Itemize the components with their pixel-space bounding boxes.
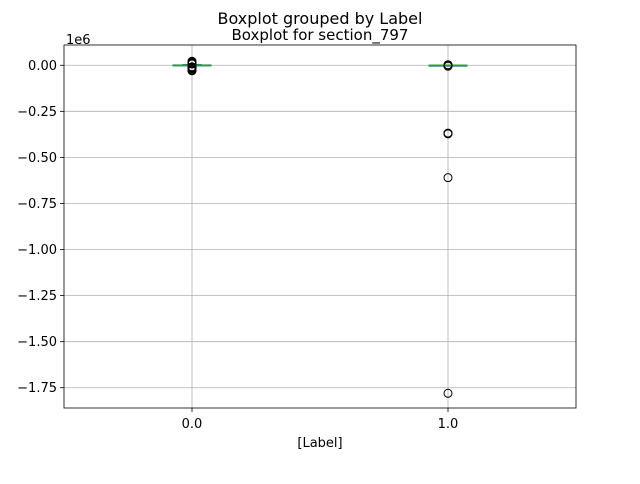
y-tick-label: −1.75	[17, 381, 57, 396]
x-tick-label: 0.0	[182, 417, 203, 432]
y-tick-label: −0.25	[17, 105, 57, 120]
y-tick-label: 0.00	[28, 59, 57, 74]
y-tick-label: −1.00	[17, 243, 57, 258]
flier-point	[187, 59, 197, 69]
y-tick-label: −0.75	[17, 197, 57, 212]
y-offset-label: 1e6	[66, 33, 91, 48]
flier-point	[443, 173, 453, 183]
flier-point	[443, 128, 453, 138]
flier-point	[443, 61, 453, 71]
chart-title: Boxplot for section_797	[232, 26, 409, 45]
flier-point	[187, 66, 197, 76]
chart-suptitle: Boxplot grouped by Label	[218, 9, 423, 28]
grid-lines	[64, 45, 576, 408]
y-tick-label: −1.25	[17, 289, 57, 304]
box-marks	[172, 56, 468, 398]
box-group-0.0	[172, 56, 212, 76]
y-tick-label: −1.50	[17, 335, 57, 350]
plot-area-frame	[63, 44, 577, 409]
x-axis-label: [Label]	[297, 436, 342, 451]
y-axis-ticks: 0.00 −0.25 −0.50 −0.75 −1.00 −1.25 −1.50 −1.75	[17, 59, 64, 396]
flier-point	[443, 388, 453, 398]
box-group-1.0	[428, 60, 468, 398]
y-tick-label: −0.50	[17, 151, 57, 166]
x-axis-ticks: 0.0 1.0	[182, 408, 459, 432]
x-tick-label: 1.0	[438, 417, 459, 432]
